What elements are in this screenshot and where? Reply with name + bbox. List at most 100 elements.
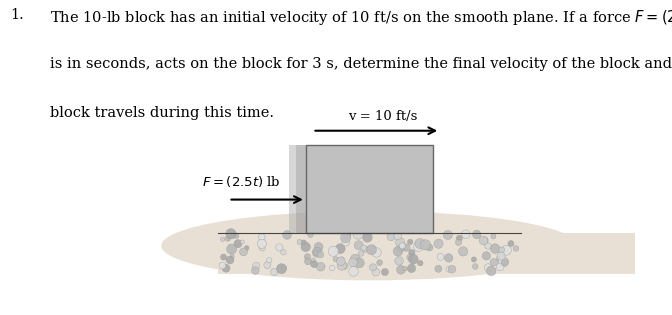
- Point: [453, 240, 464, 245]
- Point: [311, 250, 322, 255]
- Point: [433, 266, 444, 271]
- Text: 1.: 1.: [10, 8, 24, 22]
- Point: [380, 270, 390, 275]
- Point: [353, 232, 364, 237]
- Point: [230, 233, 241, 238]
- Point: [488, 234, 499, 239]
- Point: [408, 257, 419, 262]
- Point: [337, 263, 347, 268]
- Point: [499, 259, 510, 264]
- Point: [501, 248, 512, 253]
- Text: The 10-lb block has an initial velocity of 10 ft/s on the smooth plane. If a for: The 10-lb block has an initial velocity …: [50, 8, 672, 27]
- Point: [481, 253, 492, 258]
- Point: [405, 255, 415, 260]
- Point: [257, 241, 267, 246]
- Text: block travels during this time.: block travels during this time.: [50, 106, 274, 119]
- Point: [415, 261, 425, 266]
- Point: [233, 241, 243, 246]
- Point: [489, 260, 499, 265]
- Point: [298, 240, 309, 245]
- Point: [282, 232, 292, 238]
- Point: [300, 244, 311, 249]
- Point: [305, 232, 316, 238]
- Point: [454, 236, 465, 241]
- Point: [394, 258, 405, 263]
- Point: [405, 239, 415, 244]
- Point: [420, 242, 431, 247]
- Point: [241, 245, 252, 250]
- Point: [257, 246, 267, 251]
- Point: [238, 249, 249, 255]
- Point: [315, 252, 326, 257]
- Point: [355, 251, 366, 256]
- Text: $F = (2.5t)$ lb: $F = (2.5t)$ lb: [202, 174, 280, 189]
- Point: [482, 265, 493, 270]
- Point: [505, 241, 516, 246]
- Ellipse shape: [161, 211, 578, 280]
- Point: [350, 257, 361, 262]
- Point: [226, 254, 237, 259]
- Point: [353, 243, 364, 248]
- Point: [468, 257, 479, 262]
- Point: [269, 269, 280, 274]
- Bar: [306, 145, 433, 233]
- Point: [401, 245, 412, 250]
- Point: [226, 231, 237, 236]
- Point: [362, 235, 373, 240]
- Point: [217, 237, 228, 242]
- Point: [348, 269, 359, 274]
- Point: [256, 235, 267, 240]
- Point: [315, 264, 326, 269]
- Point: [370, 270, 381, 275]
- Text: v = 10 ft/s: v = 10 ft/s: [348, 110, 418, 123]
- Point: [313, 244, 324, 249]
- Point: [496, 247, 507, 252]
- Point: [495, 265, 505, 270]
- Point: [415, 241, 425, 246]
- Point: [424, 245, 435, 250]
- Point: [339, 264, 350, 269]
- Point: [392, 249, 403, 254]
- Point: [358, 245, 369, 250]
- Point: [335, 246, 345, 251]
- Point: [308, 262, 319, 267]
- Point: [226, 247, 237, 252]
- Point: [250, 268, 261, 273]
- Point: [237, 239, 248, 244]
- Point: [499, 260, 510, 265]
- Point: [274, 245, 285, 250]
- Bar: [289, 145, 308, 233]
- Point: [496, 254, 507, 259]
- Point: [368, 265, 378, 270]
- Point: [374, 260, 385, 265]
- Point: [371, 250, 382, 255]
- Point: [444, 267, 454, 272]
- Point: [354, 261, 365, 266]
- Point: [406, 266, 417, 271]
- Point: [330, 257, 341, 262]
- Point: [478, 238, 489, 243]
- Point: [302, 259, 313, 264]
- Point: [251, 263, 261, 268]
- Point: [400, 266, 411, 271]
- Point: [486, 268, 497, 273]
- Point: [276, 266, 287, 271]
- Point: [470, 264, 480, 269]
- Bar: [296, 145, 308, 233]
- Point: [490, 246, 501, 251]
- Point: [335, 259, 346, 264]
- Point: [222, 236, 233, 241]
- Point: [442, 232, 453, 238]
- Point: [337, 257, 347, 262]
- Point: [482, 243, 493, 249]
- Point: [347, 260, 358, 265]
- Point: [294, 239, 305, 244]
- Point: [262, 262, 273, 267]
- Point: [392, 233, 403, 238]
- Point: [220, 266, 231, 271]
- Point: [397, 243, 408, 249]
- Point: [218, 255, 229, 260]
- Point: [413, 244, 424, 249]
- Point: [278, 250, 289, 255]
- Point: [479, 238, 490, 243]
